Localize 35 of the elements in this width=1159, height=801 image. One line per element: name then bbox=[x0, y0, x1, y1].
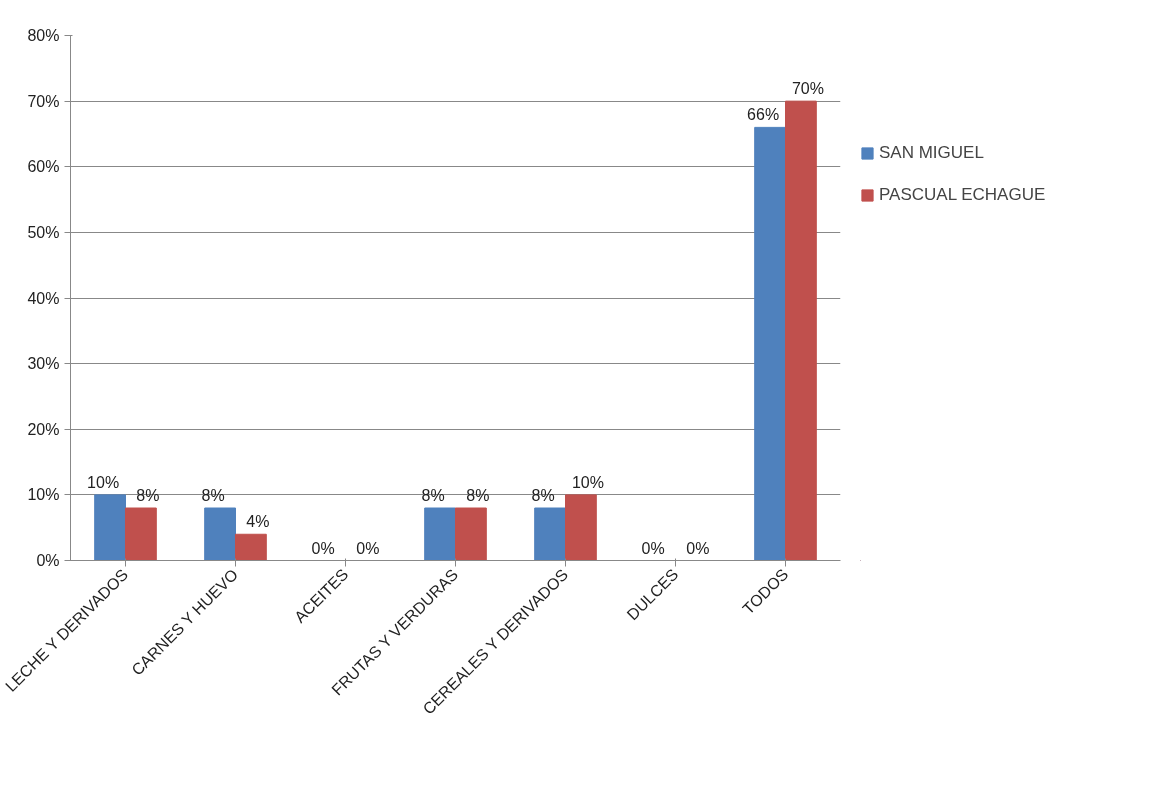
y-tick-label: 10% bbox=[27, 486, 60, 504]
data-label: 0% bbox=[686, 539, 710, 557]
bar bbox=[94, 494, 126, 561]
bar bbox=[455, 507, 487, 561]
bar bbox=[235, 533, 267, 561]
data-label: 10% bbox=[87, 473, 120, 491]
y-tick-label: 80% bbox=[27, 27, 60, 44]
bar bbox=[534, 507, 566, 561]
bar bbox=[125, 507, 157, 561]
data-label: 66% bbox=[747, 106, 780, 124]
y-tick-label: 30% bbox=[27, 355, 60, 373]
data-label: 8% bbox=[421, 487, 445, 505]
bar bbox=[754, 126, 786, 561]
y-tick-label: 40% bbox=[27, 289, 60, 307]
data-label: 8% bbox=[136, 487, 160, 505]
y-tick-label: 60% bbox=[27, 158, 60, 176]
data-label: 70% bbox=[791, 80, 824, 98]
bar bbox=[204, 507, 236, 561]
data-label: 8% bbox=[201, 487, 225, 505]
data-label: 0% bbox=[311, 539, 335, 557]
bar bbox=[424, 507, 456, 561]
y-tick-label: 70% bbox=[27, 92, 60, 110]
data-label: 8% bbox=[531, 487, 555, 505]
data-label: 10% bbox=[571, 473, 604, 491]
bar bbox=[785, 100, 817, 561]
legend-label: PASCUAL ECHAGUE bbox=[879, 185, 1046, 205]
data-label: 0% bbox=[641, 539, 665, 557]
data-label: 0% bbox=[356, 539, 380, 557]
y-tick-label: 20% bbox=[27, 420, 60, 438]
y-tick-label: 0% bbox=[36, 552, 60, 569]
legend-label: SAN MIGUEL bbox=[879, 143, 984, 163]
data-label: 4% bbox=[246, 513, 270, 531]
y-tick-label: 50% bbox=[27, 223, 60, 241]
bar bbox=[565, 494, 597, 561]
data-label: 8% bbox=[466, 487, 490, 505]
